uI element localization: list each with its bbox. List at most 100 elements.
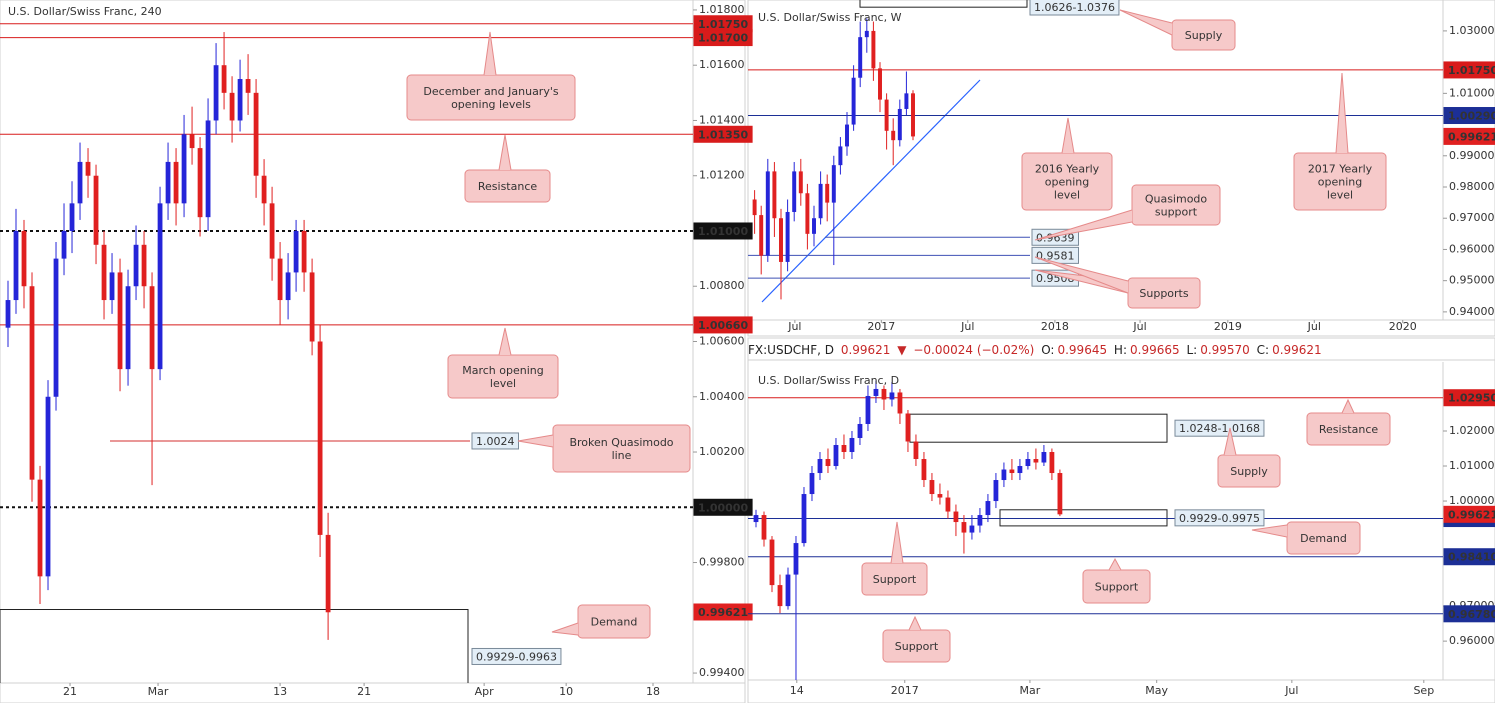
y-tick-label: 1.03000 [1449,24,1495,37]
callout-pointer-edge [1335,72,1349,154]
candle-body [277,258,283,301]
zone-label-box [1174,509,1265,527]
candle-body [905,413,911,442]
candle-body [269,203,275,259]
candle-body [953,511,959,523]
callout-pointer [1252,525,1287,537]
x-tick-label: 2017 [867,320,895,333]
candle-body [904,93,909,109]
callout-text: 2017 Yearly [1308,163,1373,176]
axis-level-label: 1.01350 [698,128,748,141]
candle-body [793,543,799,575]
y-tick-label: 0.94000 [1449,305,1495,318]
candle-body [777,585,783,607]
close-value: 0.99621 [1272,343,1322,357]
callout-pointer-edge [1034,209,1133,241]
candle-body [13,230,19,301]
close-label: C: [1256,343,1270,357]
candle-body [21,230,27,287]
callout-text: opening [1318,176,1362,189]
x-tick-label: Jul [1307,320,1321,333]
plot-area [748,380,1443,680]
x-tick-label: 2018 [1041,320,1069,333]
x-tick-label: Jul [1132,320,1146,333]
axis-level-label: 1.01700 [698,32,748,45]
callout-text: Support [1095,581,1139,594]
callout-box [552,424,691,473]
x-tick-label: 21 [63,685,77,698]
x-tick-label: Mar [148,685,169,698]
callout-pointer-edge [1108,557,1122,571]
callout: Support [882,615,951,663]
y-tick-label: 1.00400 [699,390,745,403]
callout: Resistance [1306,398,1391,446]
callout-text: Broken Quasimodo [569,436,673,449]
candle-body [1041,452,1047,463]
callout: Resistance [464,134,551,203]
zone [0,609,469,683]
callout: Supports [1034,256,1201,309]
candle-body [878,68,882,100]
candle-body [845,124,849,147]
candle-body [765,171,770,256]
y-tick-label: 1.00800 [699,279,745,292]
candle-body [881,388,887,400]
callout-pointer-edge [1251,524,1288,538]
candle-body [1049,452,1055,474]
panel-title: U.S. Dollar/Swiss Franc, W [758,11,902,24]
x-tick-label: Sep [1413,684,1434,697]
callout-pointer-edge [890,521,904,564]
candle-body [993,480,999,502]
candle-body [317,341,323,535]
candle-body [911,93,915,137]
callout-box [1286,521,1361,555]
candle-body [125,286,131,370]
candle-body [838,146,843,166]
zone-label-box [471,647,562,665]
x-tick-label: Mar [1020,684,1041,697]
callout-text: Support [895,640,939,653]
candle-body [229,92,235,121]
candle-body [61,230,67,259]
candle-body [149,286,155,370]
change: −0.00024 (−0.02%) [913,343,1035,357]
price-label-box [1443,127,1495,145]
candle-body [141,244,147,287]
callout-pointer-edge [1061,117,1075,154]
candle-body [865,395,871,424]
candle-body [301,230,307,273]
panel-title: U.S. Dollar/Swiss Franc, D [758,374,899,387]
callout-text: Support [873,573,917,586]
candle-body [792,171,797,212]
zone [999,509,1168,527]
callout: Support [1082,557,1151,604]
axis-level-label-box [1443,389,1495,407]
y-tick-label: 0.97000 [1449,211,1495,224]
callout-pointer-edge [1341,398,1355,414]
callout-pointer [1224,428,1236,455]
candle-body [93,175,99,245]
axis-level-label: 1.00290 [1448,110,1495,123]
price-label-box [1443,505,1495,523]
axis-level-label-box [693,498,753,516]
x-tick-label: 2019 [1214,320,1242,333]
candle-body [205,120,211,218]
candle-body [759,215,764,256]
low-label: L: [1186,343,1198,357]
candle-body [825,459,831,467]
callout-text: Demand [591,616,638,629]
candle-body [841,445,847,453]
candle-body [189,134,195,149]
x-tick-label: 2020 [1389,320,1417,333]
y-tick-label: 0.98000 [1449,180,1495,193]
candle-body [945,497,951,512]
candle-body [825,183,830,203]
y-tick-label: 0.99400 [699,666,745,679]
level-label: 1.0024 [476,435,515,448]
candle-body [213,65,219,121]
callout-pointer-edge [498,134,512,171]
